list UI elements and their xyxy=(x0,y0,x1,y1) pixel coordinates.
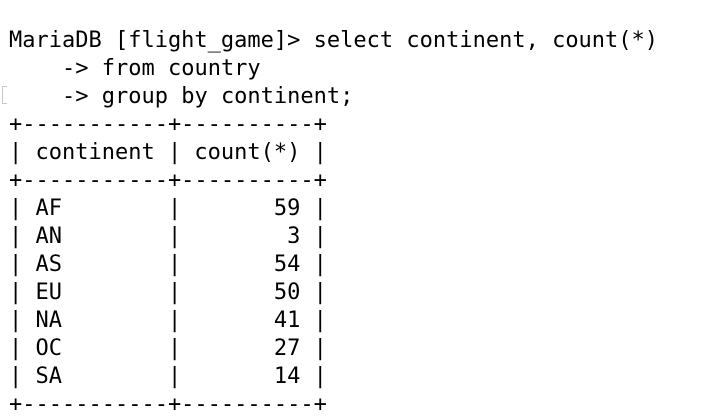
table-row: | NA | 41 | xyxy=(9,308,327,333)
command-text-1: select continent, count(*) xyxy=(313,28,659,53)
command-line-2: -> from country xyxy=(9,55,658,83)
table-header-row: | continent | count(*) | xyxy=(9,140,327,165)
command-text-2: from country xyxy=(101,56,261,81)
table-row: | SA | 14 | xyxy=(9,364,327,389)
table-row: | AS | 54 | xyxy=(9,252,327,277)
terminal-output: MariaDB [flight_game]> select continent,… xyxy=(9,27,658,419)
table-border-mid: +-----------+----------+ xyxy=(9,168,327,193)
table-row: | AF | 59 | xyxy=(9,196,327,221)
continuation-prompt: -> xyxy=(9,84,89,109)
table-row: | OC | 27 | xyxy=(9,336,327,361)
table-row: | EU | 50 | xyxy=(9,280,327,305)
table-border-top: +-----------+----------+ xyxy=(9,112,327,137)
command-text-3: group by continent; xyxy=(101,84,354,109)
table-row: | AN | 3 | xyxy=(9,224,327,249)
mysql-prompt: MariaDB [flight_game]> xyxy=(9,28,301,53)
continuation-prompt: -> xyxy=(9,56,89,81)
command-line-1: MariaDB [flight_game]> select continent,… xyxy=(9,27,658,55)
table-border-bottom: +-----------+----------+ xyxy=(9,392,327,417)
cursor-marker xyxy=(2,86,7,104)
command-line-3: -> group by continent; xyxy=(9,83,658,111)
